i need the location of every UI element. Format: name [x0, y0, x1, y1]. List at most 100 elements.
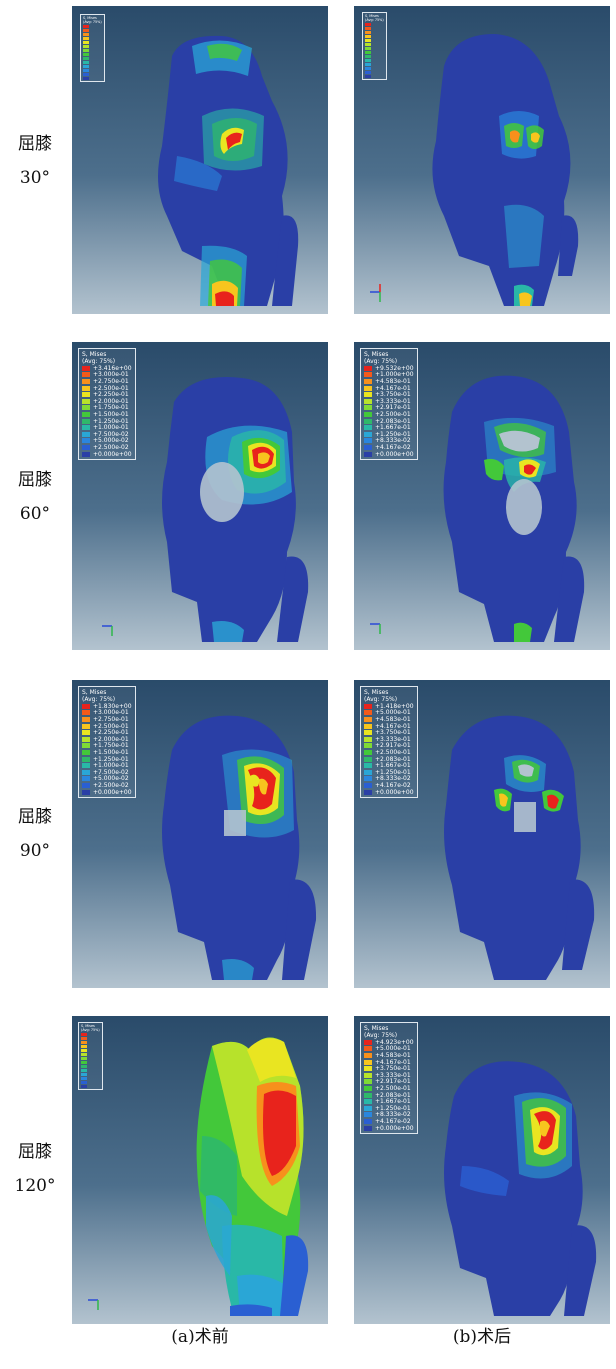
panel-60-preop: S, Mises (Avg: 75%) +3.416e+00 +3.000e-01… [72, 342, 328, 650]
axis-triad-icon [368, 612, 392, 636]
legend-title: S, Mises [82, 689, 132, 696]
row-label-line1: 屈膝 [0, 127, 70, 161]
row-label-30: 屈膝 30° [0, 127, 70, 195]
legend-swatch [81, 1049, 87, 1052]
axis-triad-icon [100, 614, 124, 638]
legend-subtitle: (Avg: 75%) [83, 20, 102, 24]
legend-swatches: +1.418e+00 +5.000e-01 +4.583e-01 +4.167e-01… [364, 703, 414, 795]
legend-swatch [82, 438, 90, 443]
stress-legend: S, Mises (Avg: 75%) +1.418e+00 +5.000e-01… [360, 686, 418, 798]
legend-swatch [364, 405, 372, 410]
legend-value: +0.000e+00 [93, 789, 132, 796]
legend-swatch [364, 1066, 372, 1071]
legend-swatch [81, 1053, 87, 1056]
row-label-90: 屈膝 90° [0, 800, 70, 868]
legend-swatch [83, 73, 89, 76]
legend-swatch [364, 412, 372, 417]
legend-swatch [82, 452, 90, 457]
legend-swatch [364, 425, 372, 430]
legend-swatch [82, 432, 90, 437]
legend-swatch [81, 1041, 87, 1044]
legend-swatch [364, 783, 372, 788]
legend-swatch [364, 1073, 372, 1078]
legend-swatch [82, 445, 90, 450]
knee-stress-image [72, 1016, 328, 1324]
legend-swatch [364, 1112, 372, 1117]
legend-swatch [83, 53, 89, 56]
legend-swatch [83, 25, 89, 28]
legend-swatch [82, 372, 90, 377]
legend-swatch [365, 27, 371, 30]
legend-swatch [364, 1093, 372, 1098]
legend-swatch [364, 730, 372, 735]
legend-swatches [81, 1032, 100, 1088]
legend-swatch [83, 45, 89, 48]
legend-swatch [364, 737, 372, 742]
legend-swatch [364, 1079, 372, 1084]
legend-swatch [365, 59, 371, 62]
legend-swatches: +1.830e+00 +3.000e-01 +2.750e-01 +2.500e-01… [82, 703, 132, 795]
legend-swatch [82, 757, 90, 762]
axis-triad-icon [368, 280, 392, 304]
legend-swatch [81, 1069, 87, 1072]
legend-swatch [82, 366, 90, 371]
legend-swatches: +3.416e+00 +3.000e-01 +2.750e-01 +2.500e-01… [82, 365, 132, 457]
panel-90-preop: S, Mises (Avg: 75%) +1.830e+00 +3.000e-01… [72, 680, 328, 988]
legend-swatch [81, 1033, 87, 1036]
legend-swatch [364, 710, 372, 715]
legend-value: +0.000e+00 [375, 1125, 414, 1132]
panel-60-postop: S, Mises (Avg: 75%) +9.532e+00 +1.000e+00… [354, 342, 610, 650]
legend-swatch [82, 776, 90, 781]
row-label-line2: 60° [0, 497, 70, 531]
row-label-line2: 30° [0, 161, 70, 195]
legend-swatch [82, 730, 90, 735]
axis-triad-icon [86, 1288, 110, 1312]
stress-legend: S, Mises (Avg: 75%) [78, 1022, 103, 1090]
legend-swatch [364, 379, 372, 384]
legend-swatch [365, 75, 371, 78]
legend-swatch [364, 1086, 372, 1091]
legend-swatch [365, 51, 371, 54]
legend-title: S, Mises [364, 689, 414, 696]
legend-swatch [82, 425, 90, 430]
legend-swatches [365, 22, 384, 78]
legend-swatch [365, 55, 371, 58]
legend-swatch [83, 33, 89, 36]
legend-value: +0.000e+00 [375, 789, 414, 796]
stress-legend: S, Mises (Avg: 75%) +9.532e+00 +1.000e+00… [360, 348, 418, 460]
legend-swatch [364, 763, 372, 768]
stress-legend: S, Mises (Avg: 75%) [362, 12, 387, 80]
legend-swatch [81, 1073, 87, 1076]
legend-swatch [82, 737, 90, 742]
legend-title: S, Mises [364, 351, 414, 358]
legend-swatch [365, 71, 371, 74]
legend-swatch [82, 717, 90, 722]
panel-120-preop: S, Mises (Avg: 75%) [72, 1016, 328, 1324]
legend-swatch [82, 763, 90, 768]
legend-swatch [364, 386, 372, 391]
legend-swatch [364, 1053, 372, 1058]
legend-swatch [365, 39, 371, 42]
legend-title: S, Mises [364, 1025, 414, 1032]
legend-swatches [83, 24, 102, 80]
legend-row [365, 74, 384, 78]
legend-swatch [83, 69, 89, 72]
row-label-line2: 120° [0, 1169, 70, 1203]
row-label-line2: 90° [0, 834, 70, 868]
legend-swatch [364, 770, 372, 775]
legend-row [83, 76, 102, 80]
legend-swatch [81, 1057, 87, 1060]
stress-legend: S, Mises (Avg: 75%) +4.923e+00 +5.000e-01… [360, 1022, 418, 1134]
row-label-line1: 屈膝 [0, 800, 70, 834]
legend-swatch [82, 710, 90, 715]
legend-swatch [81, 1061, 87, 1064]
knee-stress-image [72, 6, 328, 314]
legend-swatch [364, 445, 372, 450]
legend-subtitle: (Avg: 75%) [81, 1028, 100, 1032]
legend-swatch [364, 750, 372, 755]
row-label-line1: 屈膝 [0, 463, 70, 497]
stress-legend: S, Mises (Avg: 75%) [80, 14, 105, 82]
legend-swatch [83, 49, 89, 52]
legend-swatch [82, 379, 90, 384]
legend-swatch [364, 366, 372, 371]
